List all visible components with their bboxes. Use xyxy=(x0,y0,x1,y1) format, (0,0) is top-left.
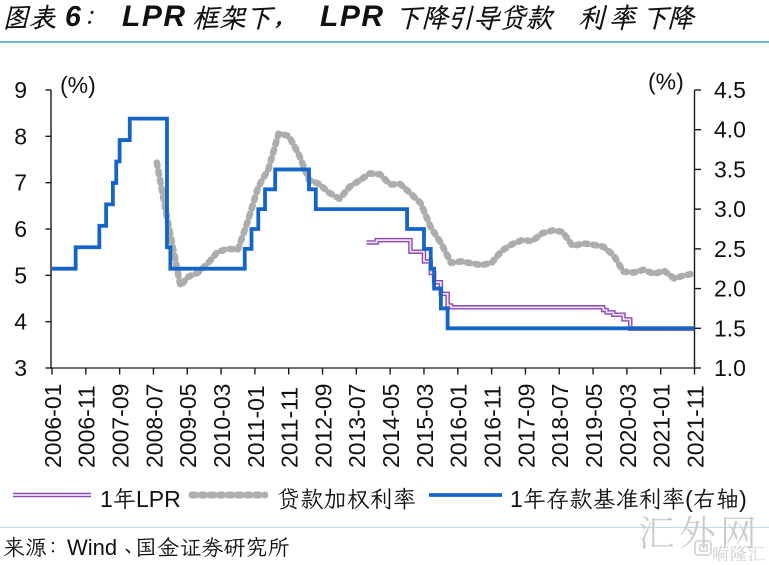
svg-text:2017-09: 2017-09 xyxy=(513,384,539,468)
svg-text:2010-03: 2010-03 xyxy=(209,384,235,468)
svg-text:2014-05: 2014-05 xyxy=(378,384,404,468)
svg-text:6: 6 xyxy=(14,216,27,242)
svg-text:2008-07: 2008-07 xyxy=(141,384,167,468)
svg-text:8: 8 xyxy=(14,123,27,149)
svg-text:2016-11: 2016-11 xyxy=(480,385,506,468)
svg-text:2006-01: 2006-01 xyxy=(40,384,66,468)
svg-text:1.5: 1.5 xyxy=(714,315,746,341)
svg-text:7: 7 xyxy=(14,170,27,196)
svg-text:9: 9 xyxy=(14,77,27,103)
svg-text:2007-09: 2007-09 xyxy=(108,384,134,468)
svg-text:3: 3 xyxy=(14,355,27,381)
svg-text:2013-07: 2013-07 xyxy=(344,384,370,468)
svg-text:2.0: 2.0 xyxy=(714,276,746,302)
svg-text:2012-09: 2012-09 xyxy=(310,384,336,468)
svg-text:4: 4 xyxy=(14,309,27,335)
svg-text:3.0: 3.0 xyxy=(714,196,746,222)
svg-text:2018-07: 2018-07 xyxy=(547,384,573,468)
svg-text:(%): (%) xyxy=(60,72,96,98)
svg-text:2020-03: 2020-03 xyxy=(615,384,641,468)
svg-text:5: 5 xyxy=(14,262,27,288)
svg-text:2015-03: 2015-03 xyxy=(412,384,438,468)
svg-text:2006-11: 2006-11 xyxy=(74,385,100,468)
svg-text:2011-11: 2011-11 xyxy=(277,387,303,468)
svg-text:2016-01: 2016-01 xyxy=(446,384,472,468)
svg-text:2021-01: 2021-01 xyxy=(649,384,675,468)
svg-text:3.5: 3.5 xyxy=(714,156,746,182)
svg-text:2019-05: 2019-05 xyxy=(581,384,607,468)
svg-text:4.5: 4.5 xyxy=(714,77,746,103)
svg-text:2.5: 2.5 xyxy=(714,236,746,262)
svg-text:(%): (%) xyxy=(648,69,684,95)
svg-text:1.0: 1.0 xyxy=(714,355,746,381)
svg-text:4.0: 4.0 xyxy=(714,117,746,143)
svg-text:2009-05: 2009-05 xyxy=(175,384,201,468)
svg-text:2011-01: 2011-01 xyxy=(243,385,269,468)
svg-text:2021-11: 2021-11 xyxy=(682,385,708,468)
